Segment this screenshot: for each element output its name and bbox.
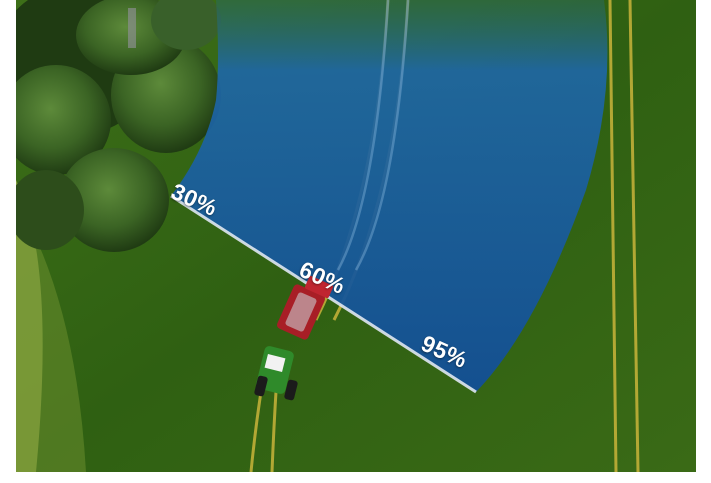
field-illustration: [16, 0, 696, 472]
sprayer-implement: [276, 275, 334, 340]
aerial-field-scene: 30% 60% 95%: [16, 0, 696, 472]
spray-coverage-area: [171, 0, 608, 392]
tree-cluster: [16, 0, 221, 252]
tractor: [254, 346, 298, 401]
